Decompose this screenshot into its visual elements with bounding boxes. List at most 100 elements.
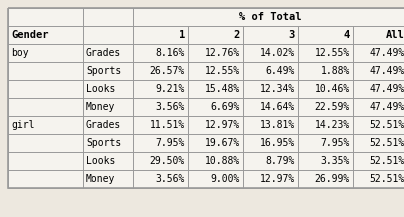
Bar bbox=[8, 98, 83, 116]
Bar bbox=[83, 152, 133, 170]
Bar bbox=[243, 152, 298, 170]
Bar bbox=[133, 44, 188, 62]
Bar bbox=[133, 8, 404, 26]
Text: 13.81%: 13.81% bbox=[260, 120, 295, 130]
Text: 47.49%: 47.49% bbox=[370, 48, 404, 58]
Text: 12.76%: 12.76% bbox=[205, 48, 240, 58]
Bar bbox=[298, 152, 353, 170]
Bar bbox=[188, 26, 243, 44]
Bar bbox=[188, 62, 243, 80]
Bar bbox=[188, 62, 243, 80]
Bar bbox=[188, 170, 243, 188]
Bar bbox=[188, 26, 243, 44]
Text: % of Total: % of Total bbox=[239, 12, 302, 22]
Text: 47.49%: 47.49% bbox=[370, 84, 404, 94]
Bar bbox=[298, 62, 353, 80]
Bar bbox=[133, 62, 188, 80]
Text: 1: 1 bbox=[179, 30, 185, 40]
Bar bbox=[133, 26, 188, 44]
Bar bbox=[8, 62, 83, 80]
Text: 52.51%: 52.51% bbox=[370, 138, 404, 148]
Bar bbox=[133, 98, 188, 116]
Bar bbox=[298, 134, 353, 152]
Bar bbox=[353, 116, 404, 134]
Text: 15.48%: 15.48% bbox=[205, 84, 240, 94]
Text: 3: 3 bbox=[289, 30, 295, 40]
Text: 7.95%: 7.95% bbox=[156, 138, 185, 148]
Bar bbox=[298, 80, 353, 98]
Text: 8.16%: 8.16% bbox=[156, 48, 185, 58]
Bar bbox=[8, 98, 83, 116]
Bar bbox=[133, 134, 188, 152]
Bar bbox=[353, 170, 404, 188]
Text: 12.55%: 12.55% bbox=[205, 66, 240, 76]
Text: 52.51%: 52.51% bbox=[370, 174, 404, 184]
Text: 26.57%: 26.57% bbox=[150, 66, 185, 76]
Bar bbox=[298, 134, 353, 152]
Bar bbox=[188, 44, 243, 62]
Bar bbox=[243, 26, 298, 44]
Bar bbox=[243, 80, 298, 98]
Bar bbox=[243, 44, 298, 62]
Bar bbox=[298, 44, 353, 62]
Bar bbox=[243, 98, 298, 116]
Bar bbox=[353, 116, 404, 134]
Bar bbox=[8, 8, 404, 188]
Bar bbox=[133, 170, 188, 188]
Text: boy: boy bbox=[11, 48, 29, 58]
Bar bbox=[133, 152, 188, 170]
Text: 8.79%: 8.79% bbox=[265, 156, 295, 166]
Text: 47.49%: 47.49% bbox=[370, 66, 404, 76]
Text: 2: 2 bbox=[234, 30, 240, 40]
Bar bbox=[353, 62, 404, 80]
Bar bbox=[83, 44, 133, 62]
Bar bbox=[8, 62, 83, 80]
Bar bbox=[188, 170, 243, 188]
Bar bbox=[8, 26, 83, 44]
Bar bbox=[353, 98, 404, 116]
Text: 22.59%: 22.59% bbox=[315, 102, 350, 112]
Text: Sports: Sports bbox=[86, 66, 121, 76]
Text: 6.49%: 6.49% bbox=[265, 66, 295, 76]
Bar bbox=[133, 152, 188, 170]
Bar bbox=[8, 80, 83, 98]
Bar bbox=[298, 170, 353, 188]
Bar bbox=[353, 80, 404, 98]
Text: 4: 4 bbox=[344, 30, 350, 40]
Text: 14.64%: 14.64% bbox=[260, 102, 295, 112]
Bar bbox=[188, 98, 243, 116]
Text: 52.51%: 52.51% bbox=[370, 120, 404, 130]
Bar bbox=[353, 134, 404, 152]
Bar bbox=[8, 26, 83, 44]
Bar bbox=[8, 170, 83, 188]
Bar bbox=[8, 80, 83, 98]
Bar bbox=[243, 62, 298, 80]
Text: 12.97%: 12.97% bbox=[205, 120, 240, 130]
Bar bbox=[83, 98, 133, 116]
Text: 9.00%: 9.00% bbox=[210, 174, 240, 184]
Text: 3.35%: 3.35% bbox=[321, 156, 350, 166]
Bar bbox=[188, 116, 243, 134]
Text: Sports: Sports bbox=[86, 138, 121, 148]
Bar bbox=[83, 8, 133, 26]
Bar bbox=[243, 116, 298, 134]
Text: 14.02%: 14.02% bbox=[260, 48, 295, 58]
Bar bbox=[298, 98, 353, 116]
Bar bbox=[353, 170, 404, 188]
Text: 47.49%: 47.49% bbox=[370, 102, 404, 112]
Bar bbox=[8, 116, 83, 134]
Text: 12.97%: 12.97% bbox=[260, 174, 295, 184]
Bar bbox=[133, 98, 188, 116]
Bar bbox=[243, 116, 298, 134]
Bar bbox=[188, 116, 243, 134]
Text: 29.50%: 29.50% bbox=[150, 156, 185, 166]
Text: 10.88%: 10.88% bbox=[205, 156, 240, 166]
Text: 16.95%: 16.95% bbox=[260, 138, 295, 148]
Text: Looks: Looks bbox=[86, 84, 116, 94]
Bar bbox=[8, 44, 83, 62]
Bar bbox=[353, 26, 404, 44]
Bar bbox=[188, 152, 243, 170]
Bar bbox=[243, 170, 298, 188]
Text: 6.69%: 6.69% bbox=[210, 102, 240, 112]
Bar bbox=[133, 62, 188, 80]
